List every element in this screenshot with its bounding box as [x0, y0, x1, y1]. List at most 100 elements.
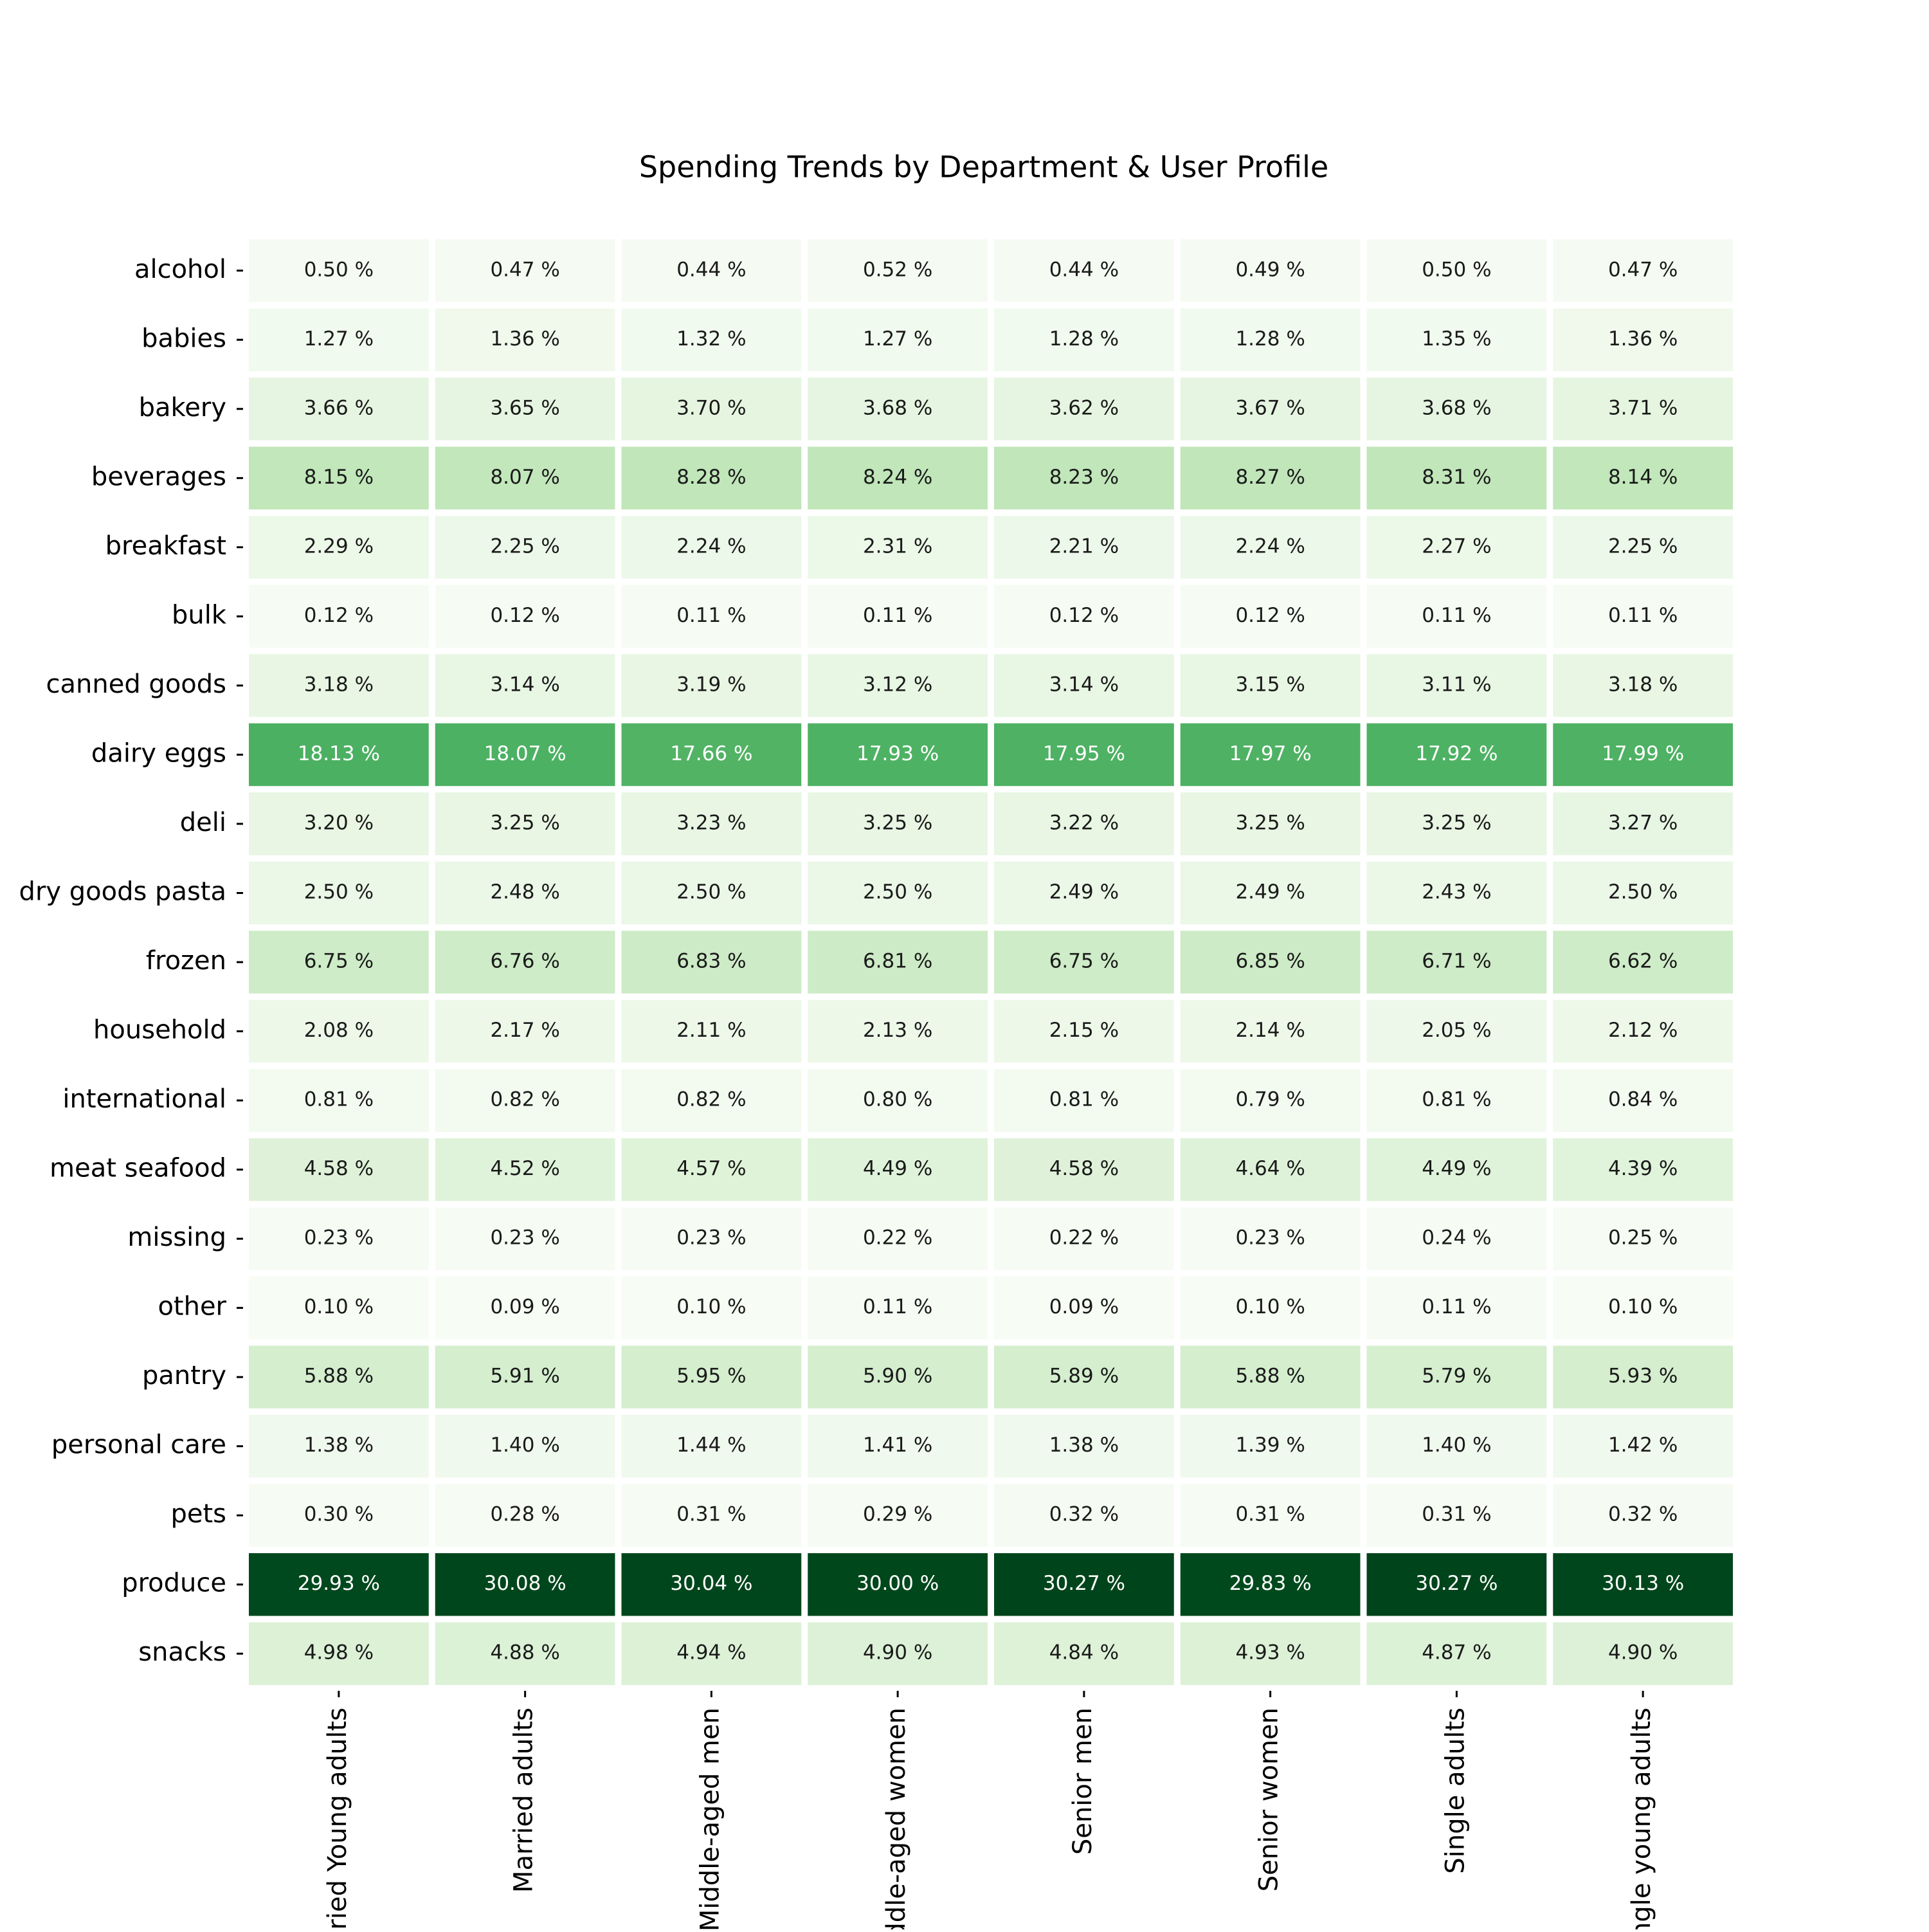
heatmap-cell [1366, 654, 1547, 717]
heatmap-cell [1180, 446, 1361, 510]
heatmap-cell [808, 1069, 988, 1132]
heatmap-cell [249, 654, 429, 717]
cell-value-label: 2.24 % [1235, 534, 1305, 558]
cell-value-label: 0.82 % [490, 1088, 559, 1111]
cell-value-label: 3.66 % [304, 396, 374, 419]
cell-value-label: 0.44 % [676, 258, 746, 281]
heatmap-cell [621, 1414, 802, 1478]
cell-value-label: 3.12 % [863, 673, 932, 696]
row-labels-layer: alcohol babies bakery beverages breakfast bul… [19, 255, 243, 1667]
heatmap-cell [435, 1414, 615, 1478]
heatmap-cell [1553, 378, 1733, 441]
row-label: deli [180, 808, 226, 837]
column-label: Senior men [1068, 1708, 1098, 1855]
heatmap-cell [1180, 999, 1361, 1063]
cell-value-label: 3.68 % [863, 396, 932, 419]
heatmap-cell [808, 585, 988, 648]
cell-value-label: 8.31 % [1422, 466, 1491, 489]
heatmap-cell [435, 585, 615, 648]
chart-title: Spending Trends by Department & User Pro… [639, 150, 1328, 185]
cell-value-label: 0.11 % [863, 1295, 932, 1318]
heatmap-cell [994, 723, 1174, 787]
heatmap-cell [1180, 1069, 1361, 1132]
heatmap-cell [249, 999, 429, 1063]
cell-value-label: 2.48 % [490, 880, 559, 904]
cell-value-label: 30.08 % [484, 1572, 566, 1595]
heatmap-cell [808, 446, 988, 510]
cell-value-label: 2.49 % [1049, 880, 1119, 904]
heatmap-cell [435, 1207, 615, 1270]
cell-value-label: 2.50 % [304, 880, 374, 904]
heatmap-cell [621, 1553, 802, 1616]
cell-value-label: 8.24 % [863, 466, 932, 489]
cell-value-label: 3.15 % [1235, 673, 1305, 696]
heatmap-cell [1366, 723, 1547, 787]
cell-value-label: 29.83 % [1229, 1572, 1312, 1595]
cell-value-label: 0.10 % [304, 1295, 374, 1318]
cell-value-label: 3.22 % [1049, 811, 1119, 834]
cell-value-label: 0.31 % [1235, 1503, 1305, 1526]
heatmap-cell [1366, 1345, 1547, 1408]
cell-value-label: 4.58 % [1049, 1157, 1119, 1180]
cell-value-label: 2.50 % [676, 880, 746, 904]
cell-value-label: 0.09 % [1049, 1295, 1119, 1318]
heatmap-cell [1180, 308, 1361, 372]
cell-value-label: 1.27 % [304, 327, 374, 351]
cell-value-label: 3.19 % [676, 673, 746, 696]
row-label: canned goods [46, 670, 227, 699]
cell-value-label: 0.44 % [1049, 258, 1119, 281]
heatmap-cell [249, 239, 429, 302]
heatmap-cell [808, 931, 988, 994]
heatmap-cell [621, 861, 802, 925]
heatmap-cell [994, 585, 1174, 648]
heatmap-cell [435, 516, 615, 579]
cell-value-label: 4.49 % [1422, 1157, 1491, 1180]
cell-value-label: 2.50 % [1608, 880, 1678, 904]
cell-value-label: 0.10 % [1608, 1295, 1678, 1318]
cell-value-label: 6.75 % [1049, 950, 1119, 973]
heatmap-cell [808, 378, 988, 441]
heatmap-cell [1180, 792, 1361, 855]
cell-value-label: 1.36 % [1608, 327, 1678, 351]
cell-value-label: 0.52 % [863, 258, 932, 281]
heatmap-cell [621, 1622, 802, 1685]
cell-value-label: 2.29 % [304, 534, 374, 558]
cell-value-label: 0.81 % [304, 1088, 374, 1111]
heatmap-cell [249, 861, 429, 925]
cell-value-label: 6.85 % [1235, 950, 1305, 973]
cell-value-label: 2.43 % [1422, 880, 1491, 904]
heatmap-cell [1366, 1138, 1547, 1201]
row-label: personal care [51, 1430, 226, 1460]
heatmap-cell [435, 999, 615, 1063]
heatmap-cell [621, 446, 802, 510]
cell-value-label: 3.70 % [676, 396, 746, 419]
heatmap-cell [1553, 239, 1733, 302]
cell-value-label: 4.94 % [676, 1641, 746, 1664]
row-label: produce [122, 1569, 226, 1598]
cell-value-label: 2.27 % [1422, 534, 1491, 558]
cells-layer: 0.50 % 0.47 % 0.44 % 0.52 % 0.44 % 0.49 % 0.50… [249, 239, 1733, 1685]
row-label: missing [127, 1223, 226, 1252]
heatmap-cell [994, 378, 1174, 441]
row-label: bakery [139, 393, 226, 423]
row-label: dairy eggs [91, 738, 226, 768]
cell-value-label: 8.23 % [1049, 466, 1119, 489]
heatmap-cell [435, 446, 615, 510]
heatmap-cell [1366, 446, 1547, 510]
cell-value-label: 3.18 % [1608, 673, 1678, 696]
cell-value-label: 1.40 % [490, 1434, 559, 1457]
heatmap-cell [621, 999, 802, 1063]
heatmap-cell [1553, 1138, 1733, 1201]
cell-value-label: 0.10 % [676, 1295, 746, 1318]
cell-value-label: 0.12 % [490, 604, 559, 627]
heatmap-cell [249, 1622, 429, 1685]
cell-value-label: 1.42 % [1608, 1434, 1678, 1457]
heatmap-cell [994, 1484, 1174, 1547]
column-label: Middle-aged men [695, 1708, 725, 1929]
cell-value-label: 0.23 % [490, 1226, 559, 1250]
cell-value-label: 2.08 % [304, 1019, 374, 1042]
row-label: other [158, 1292, 226, 1322]
cell-value-label: 2.14 % [1235, 1019, 1305, 1042]
column-label: Single young adults [1627, 1708, 1656, 1929]
cell-value-label: 1.38 % [304, 1434, 374, 1457]
